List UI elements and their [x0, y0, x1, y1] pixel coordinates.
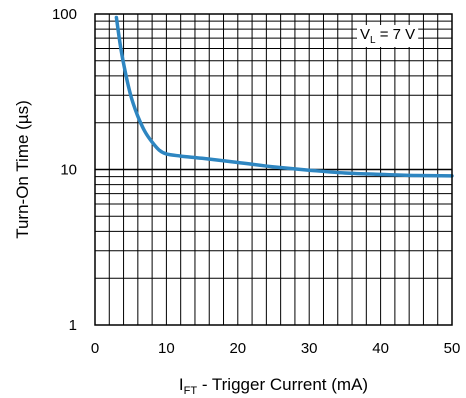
annotation-rest: = 7 V: [376, 26, 416, 43]
annotation-main: V: [360, 26, 370, 43]
x-tick-labels: 0 10 20 30 40 50: [91, 340, 461, 357]
x-tick-label: 40: [372, 340, 389, 357]
x-tick-label: 0: [91, 340, 99, 357]
series-line-0: [114, 15, 454, 178]
annotation-text: VL = 7 V: [360, 26, 415, 46]
grid: [95, 14, 452, 325]
annotation-background: [357, 25, 419, 47]
x-tick-label: 10: [158, 340, 175, 357]
plot-frame: [94, 13, 453, 326]
x-tick-label: 50: [444, 340, 461, 357]
annotation-sub: L: [370, 35, 376, 46]
x-axis-title: IFT - Trigger Current (mA): [179, 375, 368, 397]
y-tick-label: 10: [60, 162, 77, 179]
y-tick-label: 100: [52, 6, 77, 23]
y-axis-title: Turn-On Time (µs): [13, 100, 32, 239]
x-axis-title-sub: FT: [184, 385, 198, 397]
series-layer: [114, 15, 454, 178]
x-tick-label: 20: [229, 340, 246, 357]
y-tick-label: 1: [69, 317, 77, 334]
x-tick-label: 30: [301, 340, 318, 357]
x-axis-title-rest: - Trigger Current (mA): [197, 375, 368, 394]
annotation-box: VL = 7 V: [357, 25, 419, 47]
y-tick-labels: 1 10 100: [52, 6, 77, 334]
x-axis-title-main: I: [179, 375, 184, 394]
